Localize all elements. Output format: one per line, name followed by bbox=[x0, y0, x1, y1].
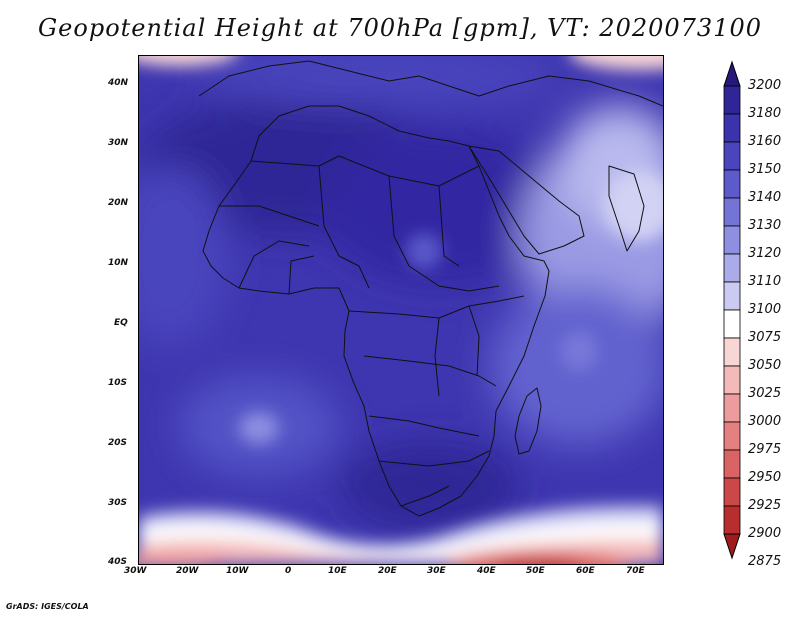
colorbar-bottom-arrow bbox=[723, 533, 741, 560]
colorbar-level-label: 3150 bbox=[748, 162, 782, 177]
colorbar-level-label: 3130 bbox=[748, 218, 782, 233]
colorbar-swatch bbox=[723, 169, 741, 199]
y-tick-label: 40N bbox=[108, 78, 129, 88]
colorbar-swatch bbox=[723, 365, 741, 395]
colorbar-level-label: 3160 bbox=[748, 134, 782, 149]
colorbar-swatch bbox=[723, 141, 741, 171]
colorbar-level-label: 3200 bbox=[748, 78, 782, 93]
colorbar-swatch bbox=[723, 505, 741, 535]
x-tick-label: 60E bbox=[576, 566, 595, 576]
colorbar-level-label: 3100 bbox=[748, 302, 782, 317]
x-tick-label: 40E bbox=[477, 566, 496, 576]
colorbar-swatch bbox=[723, 421, 741, 451]
colorbar-level-label: 3110 bbox=[748, 274, 782, 289]
colorbar-level-label: 2900 bbox=[748, 526, 782, 541]
x-tick-label: 30W bbox=[124, 566, 147, 576]
x-tick-label: 20E bbox=[378, 566, 397, 576]
footer-credit: GrADS: IGES/COLA bbox=[6, 602, 89, 611]
x-tick-label: 10W bbox=[226, 566, 249, 576]
colorbar-level-label: 3050 bbox=[748, 358, 782, 373]
y-tick-label: 20N bbox=[108, 198, 129, 208]
colorbar-swatch bbox=[723, 197, 741, 227]
y-tick-label: 20S bbox=[108, 438, 128, 448]
colorbar-level-label: 3075 bbox=[748, 330, 782, 345]
colorbar-level-label: 3000 bbox=[748, 414, 782, 429]
colorbar-swatch bbox=[723, 113, 741, 143]
x-tick-label: 70E bbox=[626, 566, 645, 576]
colorbar-swatch bbox=[723, 477, 741, 507]
x-tick-label: 50E bbox=[526, 566, 545, 576]
colorbar-top-arrow bbox=[723, 60, 741, 87]
colorbar-level-label: 3140 bbox=[748, 190, 782, 205]
y-tick-label: 30N bbox=[108, 138, 129, 148]
y-tick-label: 10S bbox=[108, 378, 128, 388]
x-tick-label: 0 bbox=[285, 566, 292, 576]
colorbar-swatch bbox=[723, 281, 741, 311]
colorbar-swatch bbox=[723, 393, 741, 423]
colorbar bbox=[723, 60, 741, 560]
x-tick-label: 20W bbox=[176, 566, 199, 576]
y-tick-label: 30S bbox=[108, 498, 128, 508]
colorbar-level-label: 3180 bbox=[748, 106, 782, 121]
colorbar-swatch bbox=[723, 337, 741, 367]
map-title: Geopotential Height at 700hPa [gpm], VT:… bbox=[38, 14, 762, 42]
x-tick-label: 30E bbox=[427, 566, 446, 576]
colorbar-level-label: 3025 bbox=[748, 386, 782, 401]
y-tick-label: 10N bbox=[108, 258, 129, 268]
y-tick-label: EQ bbox=[114, 318, 128, 328]
colorbar-swatch bbox=[723, 85, 741, 115]
geopotential-field bbox=[139, 56, 663, 564]
colorbar-level-label: 3120 bbox=[748, 246, 782, 261]
y-tick-label: 40S bbox=[108, 557, 128, 567]
colorbar-swatch bbox=[723, 449, 741, 479]
colorbar-swatch bbox=[723, 225, 741, 255]
colorbar-swatch bbox=[723, 309, 741, 339]
colorbar-level-label: 2975 bbox=[748, 442, 782, 457]
map-plot-area bbox=[138, 55, 664, 565]
x-tick-label: 10E bbox=[328, 566, 347, 576]
colorbar-swatch bbox=[723, 253, 741, 283]
colorbar-level-label: 2950 bbox=[748, 470, 782, 485]
colorbar-level-label: 2925 bbox=[748, 498, 782, 513]
colorbar-level-label: 2875 bbox=[748, 554, 782, 569]
